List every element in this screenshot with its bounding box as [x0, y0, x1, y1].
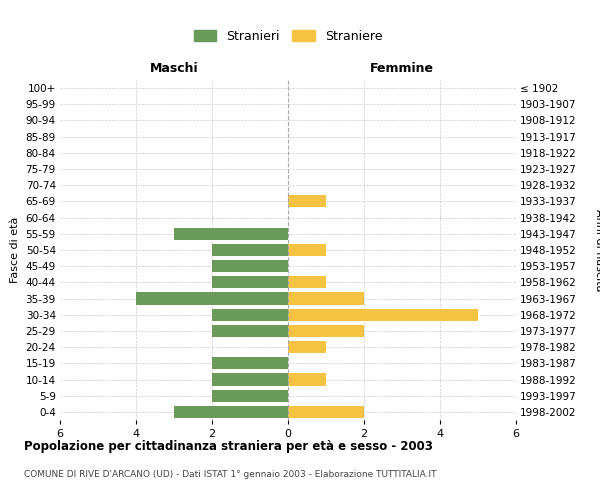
Bar — [288, 374, 326, 386]
Bar — [288, 196, 326, 207]
Bar — [288, 292, 364, 304]
Bar — [136, 292, 288, 304]
Text: Popolazione per cittadinanza straniera per età e sesso - 2003: Popolazione per cittadinanza straniera p… — [24, 440, 433, 453]
Bar — [288, 276, 326, 288]
Bar — [288, 406, 364, 418]
Bar — [288, 325, 364, 337]
Text: COMUNE DI RIVE D'ARCANO (UD) - Dati ISTAT 1° gennaio 2003 - Elaborazione TUTTITA: COMUNE DI RIVE D'ARCANO (UD) - Dati ISTA… — [24, 470, 437, 479]
Bar — [288, 308, 478, 321]
Bar — [212, 325, 288, 337]
Bar — [288, 244, 326, 256]
Bar — [212, 276, 288, 288]
Bar — [174, 406, 288, 418]
Legend: Stranieri, Straniere: Stranieri, Straniere — [189, 25, 387, 48]
Bar — [212, 374, 288, 386]
Bar — [212, 260, 288, 272]
Bar — [288, 341, 326, 353]
Bar — [174, 228, 288, 240]
Y-axis label: Fasce di età: Fasce di età — [10, 217, 20, 283]
Bar — [212, 244, 288, 256]
Bar — [212, 390, 288, 402]
Bar — [212, 358, 288, 370]
Text: Maschi: Maschi — [149, 62, 199, 75]
Bar — [212, 308, 288, 321]
Y-axis label: Anni di nascita: Anni di nascita — [593, 208, 600, 291]
Text: Femmine: Femmine — [370, 62, 434, 75]
